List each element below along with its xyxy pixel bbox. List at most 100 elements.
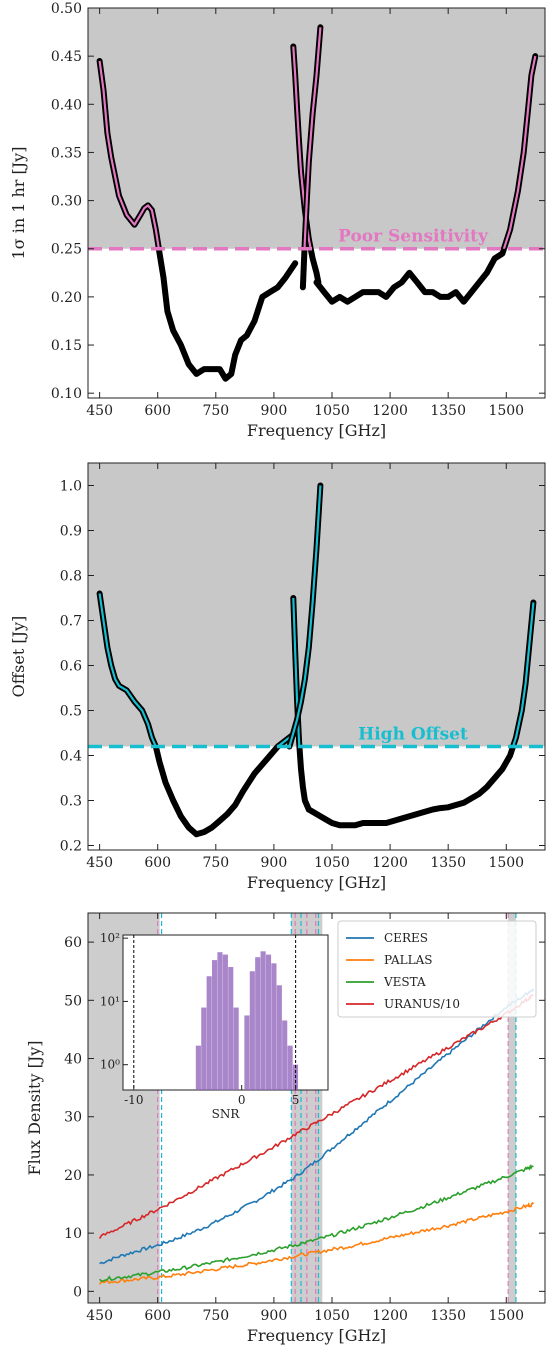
y-tick-label: 10 <box>64 1226 82 1242</box>
x-tick-label: 750 <box>202 855 229 871</box>
shaded-band <box>508 913 516 1303</box>
y-tick-label: 0.10 <box>51 386 82 402</box>
threshold-label: High Offset <box>358 725 468 745</box>
inset-xtick-label: 0 <box>238 1093 246 1107</box>
hist-bar <box>228 967 234 1090</box>
axes-frame <box>87 462 546 851</box>
panel-offset: High Offset 450 600 750 900 1050 1200 1350 1500 0… <box>9 462 546 892</box>
inset-ytick-label: 10⁰ <box>100 1058 120 1072</box>
inset-ytick-label: 10¹ <box>100 994 120 1008</box>
y-tick-label: 0.40 <box>51 97 82 113</box>
x-axis-title: Frequency [GHz] <box>247 873 386 892</box>
inset-ytick-label: 10² <box>100 931 120 945</box>
y-tick-label: 0.30 <box>51 194 82 210</box>
legend-box <box>337 920 537 1018</box>
hist-bar <box>233 1007 239 1090</box>
x-tick-label: 1500 <box>488 403 524 419</box>
x-tick-label: 1350 <box>430 1308 466 1324</box>
x-tick-label: 1500 <box>488 855 524 871</box>
x-tick-label: 450 <box>86 855 113 871</box>
hist-bar <box>255 957 261 1090</box>
x-tick-label: 1200 <box>372 403 408 419</box>
y-tick-label: 0 <box>73 1284 82 1300</box>
x-axis-title: Frequency [GHz] <box>247 1326 386 1345</box>
y-tick-label: 0.35 <box>51 145 82 161</box>
series-pallas <box>98 1201 535 1285</box>
x-axis-title: Frequency [GHz] <box>247 421 386 440</box>
axes-frame <box>87 7 546 399</box>
y-tick-label: 20 <box>64 1168 82 1184</box>
curve-band-1-highlight <box>98 593 296 747</box>
y-tick-label: 0.9 <box>60 524 82 540</box>
hist-bar <box>195 1045 201 1090</box>
y-tick-label: 0.20 <box>51 290 82 306</box>
x-tick-label: 1050 <box>314 403 350 419</box>
inset-xlabel: SNR <box>212 1107 241 1121</box>
inset: 10⁰ 10¹ 10² -10 0 5 SNR <box>100 931 329 1121</box>
hist-bar <box>217 952 223 1090</box>
x-tick-label: 1500 <box>488 1308 524 1324</box>
hist-bar <box>201 1007 207 1090</box>
panel-flux: CERES PALLAS VESTA URANUS/10 10⁰ 10¹ 10² -10 0 5 S… <box>25 912 546 1345</box>
x-tick-label: 900 <box>261 1308 288 1324</box>
y-tick-label: 30 <box>64 1110 82 1126</box>
hist-bar <box>276 985 282 1090</box>
x-tick-label: 1350 <box>430 855 466 871</box>
hist-bar <box>222 954 228 1090</box>
curve-band-3-highlight <box>303 27 322 249</box>
inset-xtick-label: 5 <box>292 1093 300 1107</box>
x-tick-label: 600 <box>144 403 171 419</box>
y-axis-title: 1σ in 1 hr [Jy] <box>9 147 28 260</box>
series-ceres <box>99 988 535 1265</box>
panel-noise: Poor Sensitivity 450 600 750 900 1050 1200 1350… <box>9 1 546 440</box>
axes-frame <box>87 912 546 1304</box>
y-tick-label: 0.50 <box>51 1 82 17</box>
series-vesta <box>99 1164 534 1283</box>
curve-band-4 <box>305 599 537 829</box>
curve-band-1-highlight <box>98 60 160 249</box>
legend: CERES PALLAS VESTA URANUS/10 <box>337 920 537 1018</box>
hist-bar <box>206 976 212 1090</box>
y-tick-label: 0.25 <box>51 242 82 258</box>
y-tick-label: 1.0 <box>60 479 82 495</box>
y-tick-label: 40 <box>64 1052 82 1068</box>
hist-bar <box>249 971 255 1090</box>
y-tick-label: 60 <box>64 935 82 951</box>
x-tick-label: 600 <box>144 1308 171 1324</box>
hist-bar <box>265 954 272 1090</box>
curve-band-4-highlight <box>502 55 537 249</box>
x-tick-label: 450 <box>86 403 113 419</box>
x-tick-label: 750 <box>202 1308 229 1324</box>
x-tick-label: 750 <box>202 403 229 419</box>
plot-area <box>88 8 545 382</box>
curve-band-3-highlight <box>288 485 322 747</box>
y-tick-label: 0.7 <box>60 614 82 630</box>
x-tick-label: 1350 <box>430 403 466 419</box>
y-tick-label: 0.3 <box>60 794 82 810</box>
hist-bar <box>282 1020 288 1090</box>
y-tick-label: 0.6 <box>60 659 82 675</box>
hist-bar <box>212 960 218 1090</box>
series-uranus-10 <box>98 994 534 1240</box>
y-tick-label: 0.5 <box>60 704 82 720</box>
hist-bar <box>244 1015 250 1090</box>
legend-label: PALLAS <box>384 953 432 967</box>
plot-area <box>88 463 545 838</box>
legend-label: URANUS/10 <box>384 997 460 1011</box>
legend-label: CERES <box>384 931 428 945</box>
hist-bar <box>260 951 266 1090</box>
x-tick-label: 1050 <box>314 855 350 871</box>
y-axis-title: Flux Density [Jy] <box>25 1040 44 1175</box>
hist-bar <box>271 963 277 1090</box>
x-tick-label: 900 <box>261 403 288 419</box>
y-tick-label: 0.15 <box>51 338 82 354</box>
y-tick-label: 0.8 <box>60 569 82 585</box>
legend-label: VESTA <box>383 975 426 989</box>
hist-bar <box>287 1045 293 1090</box>
y-axis-title: Offset [Jy] <box>9 616 28 698</box>
x-tick-label: 1050 <box>314 1308 350 1324</box>
curve-band-2-highlight <box>292 597 301 747</box>
curve-band-2-highlight <box>292 46 312 249</box>
x-tick-label: 900 <box>261 855 288 871</box>
